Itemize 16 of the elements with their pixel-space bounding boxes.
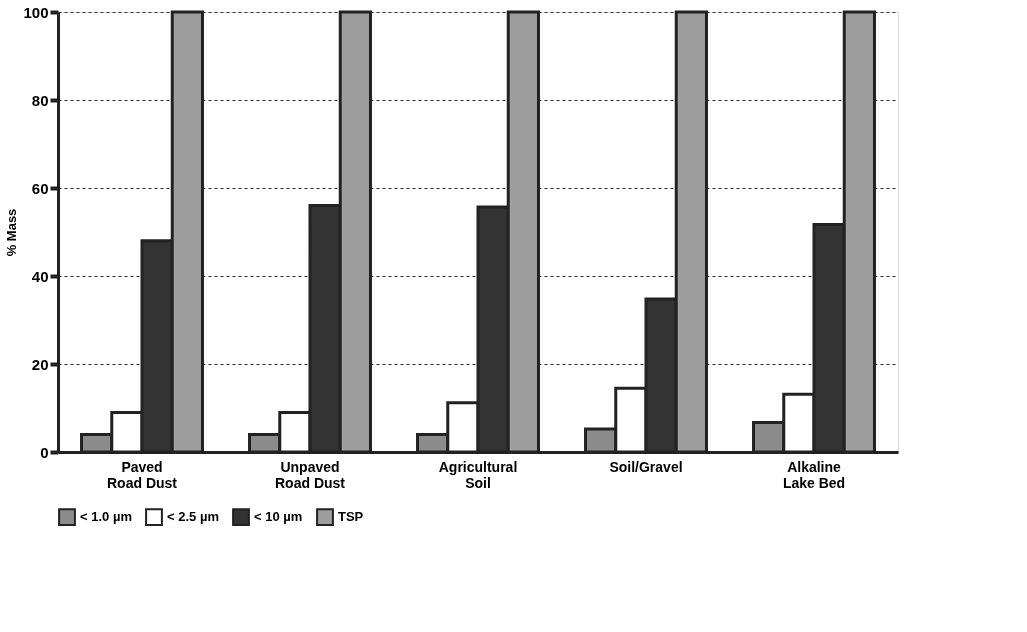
y-tick-label: 60 bbox=[31, 179, 49, 197]
y-axis-title: % Mass bbox=[4, 208, 20, 257]
legend-label: < 10 µm bbox=[254, 509, 303, 525]
legend-label: TSP bbox=[338, 509, 364, 525]
y-tick-label: 0 bbox=[40, 443, 49, 461]
legend-label: < 2.5 µm bbox=[167, 509, 219, 525]
legend-label: < 1.0 µm bbox=[80, 509, 132, 525]
y-tick-label: 40 bbox=[31, 267, 49, 285]
x-tick-label: Soil/Gravel bbox=[609, 458, 683, 475]
x-tick-label: Alkaline Lake Bed bbox=[782, 458, 846, 491]
y-tick-label: 100 bbox=[23, 3, 49, 21]
x-tick-label: Agricultural Soil bbox=[438, 458, 518, 491]
y-tick-label: 80 bbox=[31, 91, 49, 109]
x-tick-label: Unpaved Road Dust bbox=[275, 458, 346, 491]
y-tick-label: 20 bbox=[31, 355, 49, 373]
x-tick-label: Paved Road Dust bbox=[107, 458, 178, 491]
